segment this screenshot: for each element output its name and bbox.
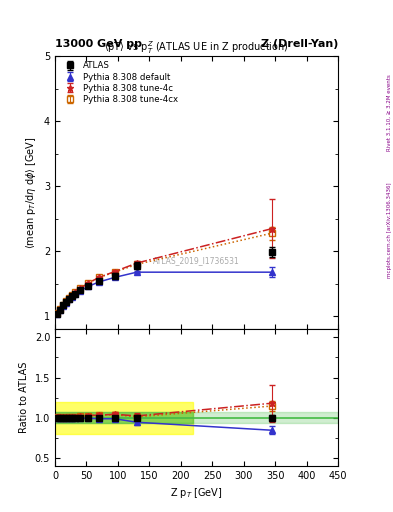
Bar [55, 412, 338, 423]
Text: Z (Drell-Yan): Z (Drell-Yan) [261, 38, 338, 49]
Y-axis label: $\langle$mean p$_T$/d$\eta$ d$\phi\rangle$ [GeV]: $\langle$mean p$_T$/d$\eta$ d$\phi\rangl… [24, 137, 39, 249]
Text: Rivet 3.1.10, ≥ 3.2M events: Rivet 3.1.10, ≥ 3.2M events [387, 74, 391, 151]
Text: ATLAS_2019_I1736531: ATLAS_2019_I1736531 [153, 257, 240, 266]
Text: mcplots.cern.ch [arXiv:1306.3436]: mcplots.cern.ch [arXiv:1306.3436] [387, 183, 391, 278]
Bar [55, 402, 193, 434]
Text: 13000 GeV pp: 13000 GeV pp [55, 38, 142, 49]
Title: $\langle$pT$\rangle$ vs p$_T^Z$ (ATLAS UE in Z production): $\langle$pT$\rangle$ vs p$_T^Z$ (ATLAS U… [104, 39, 289, 56]
X-axis label: Z p$_T$ [GeV]: Z p$_T$ [GeV] [170, 486, 223, 500]
Y-axis label: Ratio to ATLAS: Ratio to ATLAS [19, 362, 29, 433]
Legend: ATLAS, Pythia 8.308 default, Pythia 8.308 tune-4c, Pythia 8.308 tune-4cx: ATLAS, Pythia 8.308 default, Pythia 8.30… [59, 60, 180, 105]
Bar [55, 412, 193, 423]
